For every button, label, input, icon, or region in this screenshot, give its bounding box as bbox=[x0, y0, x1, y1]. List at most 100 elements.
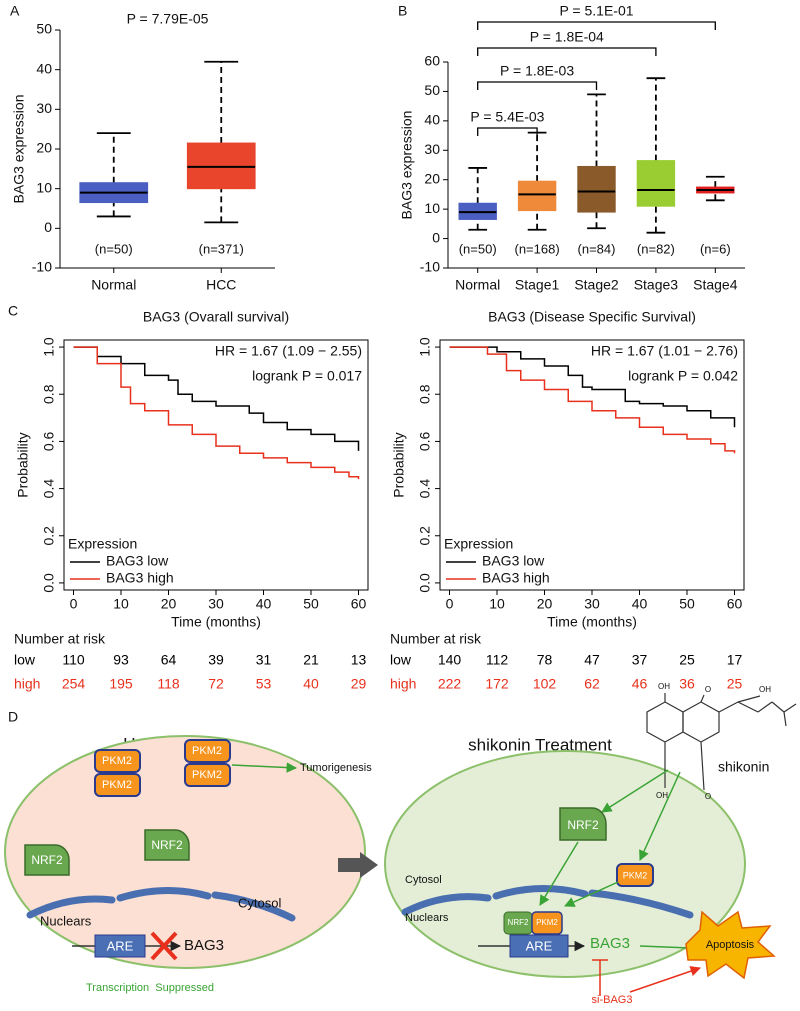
pkm2-shape bbox=[94, 773, 141, 797]
y-tick-label: 0.8 bbox=[417, 384, 433, 404]
gene-label: BAG3 bbox=[184, 937, 224, 954]
y-tick-label: 50 bbox=[424, 82, 440, 98]
pkm2-shape bbox=[616, 863, 654, 887]
risk-row-name: high bbox=[14, 676, 40, 692]
x-tick-label: 0 bbox=[446, 596, 454, 612]
n-label: (n=84) bbox=[578, 241, 616, 256]
knockdown-label: si-BAG3 bbox=[592, 994, 633, 1006]
risk-count: 37 bbox=[632, 652, 648, 668]
survival-curve bbox=[73, 346, 360, 480]
risk-count: 25 bbox=[679, 652, 695, 668]
shape bbox=[718, 701, 739, 713]
risk-row-name: high bbox=[390, 676, 416, 692]
risk-count: 254 bbox=[62, 676, 86, 692]
cell-title: shikonin Treatment bbox=[468, 735, 612, 754]
x-tick-label: 20 bbox=[161, 596, 177, 612]
comparison-label: P = 1.8E-04 bbox=[530, 29, 604, 45]
survival-curve bbox=[449, 346, 736, 454]
risk-count: 21 bbox=[303, 652, 319, 668]
x-tick-label: 30 bbox=[584, 596, 600, 612]
x-tick-label: 10 bbox=[489, 596, 505, 612]
shape bbox=[783, 711, 787, 727]
shape bbox=[737, 695, 761, 703]
structure-label: OH bbox=[759, 685, 771, 694]
arrow bbox=[539, 841, 579, 906]
n-label: (n=6) bbox=[700, 241, 731, 256]
comparison-bracket bbox=[477, 127, 538, 136]
legend-label: BAG3 high bbox=[482, 570, 550, 586]
y-tick-label: 10 bbox=[424, 200, 440, 216]
annotation: HR = 1.67 (1.01 − 2.76) bbox=[591, 343, 738, 359]
x-tick-label: 50 bbox=[303, 596, 319, 612]
y-tick-label: 60 bbox=[424, 53, 440, 69]
arrow bbox=[629, 966, 701, 993]
shape bbox=[757, 701, 773, 713]
risk-count: 222 bbox=[438, 676, 462, 692]
y-axis-label: Probability bbox=[15, 432, 31, 497]
comparison-bracket bbox=[477, 81, 598, 90]
element-label: ARE bbox=[526, 938, 553, 953]
panel-label: C bbox=[8, 303, 18, 319]
y-tick-label: 0.8 bbox=[41, 384, 57, 404]
gene-label: BAG3 bbox=[590, 935, 630, 952]
y-tick-label: 0.2 bbox=[417, 526, 433, 546]
n-label: (n=168) bbox=[515, 241, 560, 256]
pkm2-shape bbox=[184, 739, 231, 763]
risk-count: 72 bbox=[208, 676, 224, 692]
risk-count: 13 bbox=[351, 652, 367, 668]
risk-count: 46 bbox=[632, 676, 648, 692]
x-tick-label: Stage1 bbox=[515, 277, 560, 293]
x-tick-label: 60 bbox=[351, 596, 367, 612]
structure-label: O bbox=[705, 792, 711, 801]
chart-title: BAG3 (Disease Specific Survival) bbox=[488, 309, 696, 325]
y-tick-label: 40 bbox=[424, 112, 440, 128]
y-axis-label: Probability bbox=[391, 432, 407, 497]
y-tick-label: 0 bbox=[432, 229, 440, 245]
x-tick-label: 50 bbox=[679, 596, 695, 612]
risk-count: 36 bbox=[679, 676, 695, 692]
structure-label: O bbox=[705, 685, 711, 694]
risk-count: 31 bbox=[256, 652, 272, 668]
are-box bbox=[94, 934, 146, 958]
structure-label: OH bbox=[656, 791, 668, 800]
annotation: HR = 1.67 (1.09 − 2.55) bbox=[215, 343, 362, 359]
y-tick-label: 1.0 bbox=[417, 337, 433, 357]
protein-label: NRF2 bbox=[31, 853, 63, 867]
x-tick-label: 60 bbox=[727, 596, 743, 612]
shape bbox=[700, 694, 705, 703]
y-axis-label: BAG3 expression bbox=[11, 95, 27, 204]
survival-curve bbox=[73, 346, 360, 451]
y-tick-label: 10 bbox=[36, 179, 52, 195]
element-label: ARE bbox=[107, 938, 134, 953]
x-tick-label: 20 bbox=[537, 596, 553, 612]
nuclear-membrane bbox=[26, 887, 296, 922]
arrow bbox=[564, 881, 619, 907]
x-tick-label: Normal bbox=[455, 277, 500, 293]
comparison-bracket bbox=[477, 47, 657, 56]
risk-count: 93 bbox=[113, 652, 129, 668]
y-tick-label: 50 bbox=[36, 21, 52, 37]
y-tick-label: 20 bbox=[424, 170, 440, 186]
risk-count: 29 bbox=[351, 676, 367, 692]
risk-count: 172 bbox=[485, 676, 509, 692]
x-tick-label: Normal bbox=[91, 277, 136, 293]
x-tick-label: 40 bbox=[632, 596, 648, 612]
note: Transcription Suppressed bbox=[86, 982, 214, 994]
nrf2-shape bbox=[24, 844, 70, 876]
shape bbox=[771, 701, 785, 713]
risk-count: 62 bbox=[584, 676, 600, 692]
risk-table-title: Number at risk bbox=[14, 631, 106, 647]
shikonin-structure bbox=[646, 693, 797, 791]
n-label: (n=50) bbox=[95, 241, 133, 256]
y-tick-label: 0 bbox=[44, 219, 52, 235]
legend-title: Expression bbox=[68, 536, 137, 552]
y-tick-label: -10 bbox=[420, 259, 440, 275]
risk-count: 78 bbox=[537, 652, 553, 668]
x-tick-label: Stage2 bbox=[574, 277, 619, 293]
box bbox=[577, 165, 616, 213]
arrow bbox=[601, 769, 669, 813]
apoptosis-burst bbox=[685, 910, 776, 980]
protein-label: PKM2 bbox=[536, 918, 558, 927]
box bbox=[517, 180, 557, 212]
